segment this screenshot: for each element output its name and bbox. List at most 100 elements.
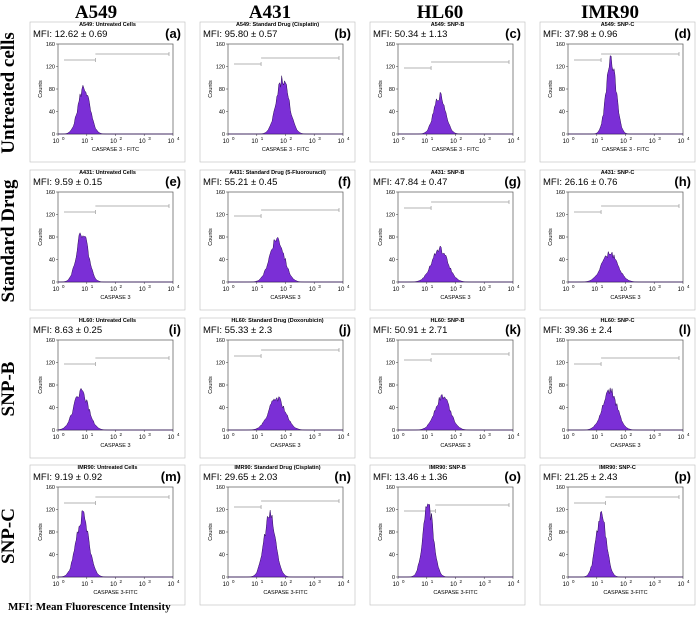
panel-letter: (f) <box>338 174 351 189</box>
x-tick-exponent: 2 <box>460 432 463 437</box>
y-tick-label: 40 <box>389 258 395 264</box>
x-tick-label: 10 <box>620 582 627 588</box>
x-axis-label: CASPASE 3 <box>270 295 300 301</box>
y-tick-label: 120 <box>46 65 55 71</box>
histogram-series <box>568 387 683 431</box>
mfi-label: MFI: 47.84 ± 0.47 <box>373 177 447 188</box>
histogram-series <box>568 55 683 135</box>
panel-title: A431: Standard Drug (5-Fluorouracil) <box>229 170 326 176</box>
mfi-label: MFI: 55.21 ± 0.45 <box>203 177 277 188</box>
mfi-label: MFI: 13.46 ± 1.36 <box>373 472 447 483</box>
y-tick-label: 40 <box>49 258 55 264</box>
y-tick-label: 80 <box>219 87 225 93</box>
y-tick-label: 120 <box>216 361 225 367</box>
x-tick-label: 10 <box>81 287 88 293</box>
panel-frame <box>369 21 526 163</box>
y-axis-label: Counts <box>38 228 44 246</box>
x-tick-exponent: 0 <box>232 579 235 584</box>
x-tick-label: 10 <box>139 287 146 293</box>
x-tick-label: 10 <box>508 435 515 441</box>
panel-frame <box>369 317 526 459</box>
x-tick-exponent: 0 <box>402 579 405 584</box>
y-tick-label: 120 <box>46 213 55 219</box>
y-tick-label: 160 <box>556 485 565 491</box>
x-tick-label: 10 <box>678 287 685 293</box>
x-tick-label: 10 <box>649 139 656 145</box>
x-tick-label: 10 <box>309 139 316 145</box>
x-axis-label: CASPASE 3 <box>610 295 640 301</box>
histogram-series <box>398 503 513 578</box>
footnote: MFI: Mean Fluorescence Intensity <box>8 601 171 613</box>
mfi-label: MFI: 37.98 ± 0.96 <box>543 29 617 40</box>
y-axis-label: Counts <box>38 376 44 394</box>
x-tick-label: 10 <box>223 139 230 145</box>
histogram-series <box>398 394 513 431</box>
y-tick-label: 80 <box>49 530 55 536</box>
x-tick-exponent: 4 <box>517 432 520 437</box>
x-tick-label: 10 <box>280 139 287 145</box>
x-tick-label: 10 <box>53 287 60 293</box>
panel-frame <box>539 21 696 163</box>
x-tick-exponent: 3 <box>318 284 321 289</box>
y-axis-label: Counts <box>548 80 554 98</box>
panel-title: A549: Standard Drug (Cisplatin) <box>236 22 319 28</box>
x-tick-label: 10 <box>421 582 428 588</box>
x-tick-exponent: 0 <box>62 579 65 584</box>
panel-frame <box>539 464 696 606</box>
x-tick-label: 10 <box>53 435 60 441</box>
x-tick-label: 10 <box>591 139 598 145</box>
mfi-label: MFI: 39.36 ± 2.4 <box>543 325 612 336</box>
x-tick-label: 10 <box>81 435 88 441</box>
histogram-series <box>398 245 513 283</box>
x-tick-exponent: 3 <box>658 432 661 437</box>
x-tick-label: 10 <box>168 139 175 145</box>
panel-letter: (j) <box>339 322 351 337</box>
panel-title: IMR90: SNP-C <box>599 465 636 471</box>
x-tick-exponent: 4 <box>517 284 520 289</box>
histogram-series <box>568 251 683 283</box>
y-tick-label: 160 <box>386 338 395 344</box>
panel-b: A549: Standard Drug (Cisplatin)MFI: 95.8… <box>199 21 356 163</box>
panel-title: HL60: SNP-B <box>431 318 465 324</box>
y-axis-label: Counts <box>208 523 214 541</box>
y-axis-label: Counts <box>378 228 384 246</box>
x-tick-exponent: 2 <box>120 579 123 584</box>
x-tick-exponent: 4 <box>177 284 180 289</box>
x-tick-label: 10 <box>139 582 146 588</box>
panel-frame <box>29 464 186 606</box>
panel-frame <box>539 169 696 311</box>
y-tick-label: 80 <box>49 383 55 389</box>
x-tick-exponent: 4 <box>347 284 350 289</box>
x-axis-label: CASPASE 3 <box>440 443 470 449</box>
y-tick-label: 120 <box>216 213 225 219</box>
y-tick-label: 120 <box>216 508 225 514</box>
y-tick-label: 120 <box>556 213 565 219</box>
panel-frame <box>199 21 356 163</box>
y-axis-label: Counts <box>378 376 384 394</box>
y-tick-label: 80 <box>219 235 225 241</box>
y-tick-label: 80 <box>559 87 565 93</box>
histogram-series <box>228 510 343 578</box>
panel-letter: (g) <box>504 174 521 189</box>
panel-frame <box>199 464 356 606</box>
x-tick-exponent: 3 <box>148 579 151 584</box>
y-tick-label: 40 <box>219 553 225 559</box>
x-tick-label: 10 <box>309 582 316 588</box>
x-tick-exponent: 3 <box>658 284 661 289</box>
x-tick-exponent: 2 <box>460 136 463 141</box>
x-axis-label: CASPASE 3 <box>100 443 130 449</box>
y-axis-label: Counts <box>208 228 214 246</box>
x-tick-exponent: 1 <box>431 579 434 584</box>
x-tick-label: 10 <box>479 435 486 441</box>
panel-title: HL60: Standard Drug (Doxorubicin) <box>231 318 323 324</box>
x-tick-label: 10 <box>393 139 400 145</box>
x-tick-exponent: 2 <box>630 136 633 141</box>
y-tick-label: 0 <box>562 280 565 286</box>
y-tick-label: 120 <box>386 361 395 367</box>
x-tick-label: 10 <box>338 139 345 145</box>
x-axis-label: CASPASE 3-FITC <box>93 590 137 596</box>
